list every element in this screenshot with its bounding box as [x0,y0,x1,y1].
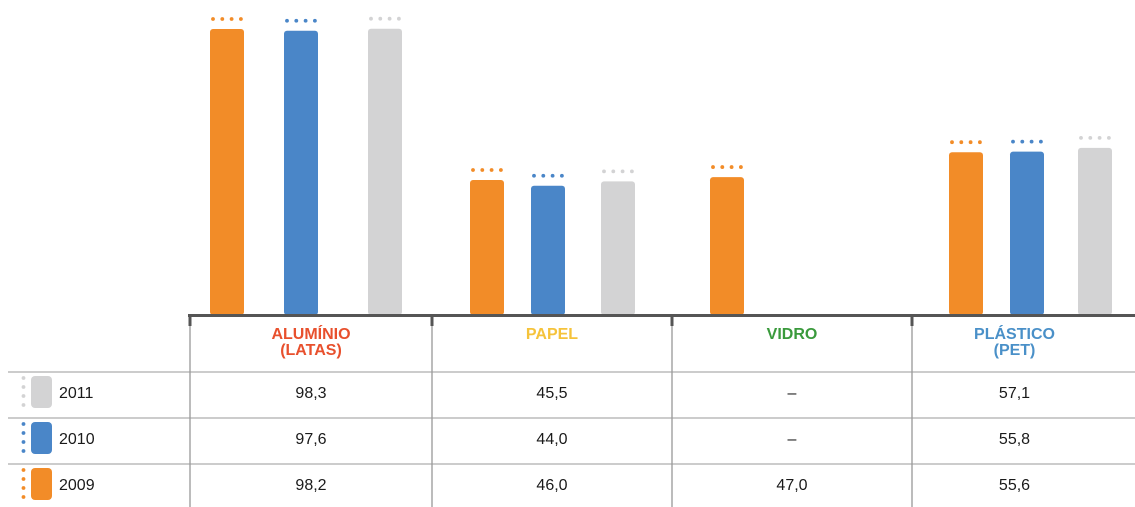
category-label-line: (LATAS) [280,342,342,359]
table-cell-2010-1: 44,0 [536,431,567,448]
legend-swatch-2009 [31,468,52,500]
bar-cap-dot [471,168,475,172]
legend-dot [21,440,26,444]
bar-cap-dot [378,16,383,21]
legend-dot [21,468,26,472]
legend-dot [21,376,26,380]
table-cell-2009-3: 55,6 [999,477,1030,494]
category-label-line: (PET) [994,342,1036,359]
legend-swatch-2011 [31,376,52,408]
bar-cap-dot [303,18,308,23]
table-cell-2011-1: 45,5 [536,385,567,402]
category-label-line: VIDRO [767,326,818,343]
table-cell-2011-0: 98,3 [295,385,326,402]
bar-cap-dot [602,169,606,174]
legend-swatch-2010 [31,422,52,454]
bar-cap-dot [499,168,503,172]
table-cell-2009-2: 47,0 [776,477,807,494]
table-cell-2011-2: – [788,385,797,402]
bar-2010-1 [531,185,565,315]
legend-label-2010: 2010 [59,431,95,448]
bar-2009-3 [949,152,983,315]
bar-cap-dot [711,165,715,169]
bar-2010-3 [1010,151,1044,315]
bar-cap-dot [387,16,392,21]
bar-cap-dot [532,173,536,178]
bar-cap-dot [1079,135,1083,140]
bar-cap-dot [480,168,485,172]
legend-dot [21,486,26,490]
table-cell-2009-0: 98,2 [295,477,326,494]
bar-cap-dot [489,168,494,172]
legend-dot [21,431,26,435]
bar-cap-dot [313,18,317,23]
bar-cap-dot [1088,135,1093,140]
bar-cap-dot [1011,139,1015,144]
bar-cap-dot [630,169,634,174]
bar-2011-3 [1078,147,1112,315]
table-cell-2010-0: 97,6 [295,431,326,448]
category-label-line: PLÁSTICO [974,324,1055,343]
bar-cap-dot [1020,139,1025,144]
data-table: 2011 98,3 45,5 – 57,1 2010 97,6 44,0 – 55,8 2009 98… [8,326,1135,507]
bar-cap-dot [1097,135,1102,140]
category-label: PLÁSTICO (PET) [974,324,1055,359]
bar-2010-0 [284,30,318,316]
bar-2011-0 [368,28,402,316]
bar-cap-dot [560,173,564,178]
bar-cap-dot [229,17,234,21]
bar-2009-2 [710,177,744,315]
category-axis [188,314,1135,326]
bar-2009-1 [470,179,504,315]
bar-cap-dot [720,165,725,169]
bar-cap-dot [294,18,299,23]
category-label: ALUMÍNIO (LATAS) [271,324,350,359]
bar-cap-dot [611,169,616,174]
bar-2009-0 [210,29,244,315]
bar-cap-dot [541,173,546,178]
category-label-line: PAPEL [526,326,578,343]
legend-dot [21,495,26,499]
bar-cap-dot [1107,135,1111,140]
bar-cap-dot [1039,139,1043,144]
bar-cap-dot [620,169,625,174]
legend-dot [21,385,26,389]
bar-cap-dot [369,16,373,21]
bars-layer [210,16,1112,316]
bar-cap-dot [397,16,401,21]
category-label: VIDRO [767,326,818,343]
bar-cap-dot [968,140,973,145]
bar-cap-dot [220,17,225,21]
legend-dot [21,403,26,407]
category-label: PAPEL [526,326,578,343]
bar-cap-dot [978,140,982,145]
bar-cap-dot [211,17,215,21]
table-cell-2011-3: 57,1 [999,385,1030,402]
table-cell-2010-3: 55,8 [999,431,1030,448]
category-label-line: ALUMÍNIO [271,324,350,343]
legend-dot [21,477,26,481]
legend-label-2009: 2009 [59,477,95,494]
legend-label-2011: 2011 [59,385,94,402]
table-cell-2010-2: – [788,431,797,448]
legend-dot [21,422,26,426]
category-labels: ALUMÍNIO (LATAS) PAPEL VIDRO PLÁSTICO (PET) [271,324,1055,359]
bar-cap-dot [950,140,954,145]
table-cell-2009-1: 46,0 [536,477,567,494]
legend-dot [21,394,26,398]
legend-dot [21,449,26,453]
bar-cap-dot [285,18,289,23]
bar-cap-dot [1029,139,1034,144]
bar-2011-1 [601,181,635,315]
bar-cap-dot [550,173,555,178]
bar-cap-dot [959,140,964,145]
bar-cap-dot [239,17,243,21]
bar-cap-dot [739,165,743,169]
bar-cap-dot [729,165,734,169]
